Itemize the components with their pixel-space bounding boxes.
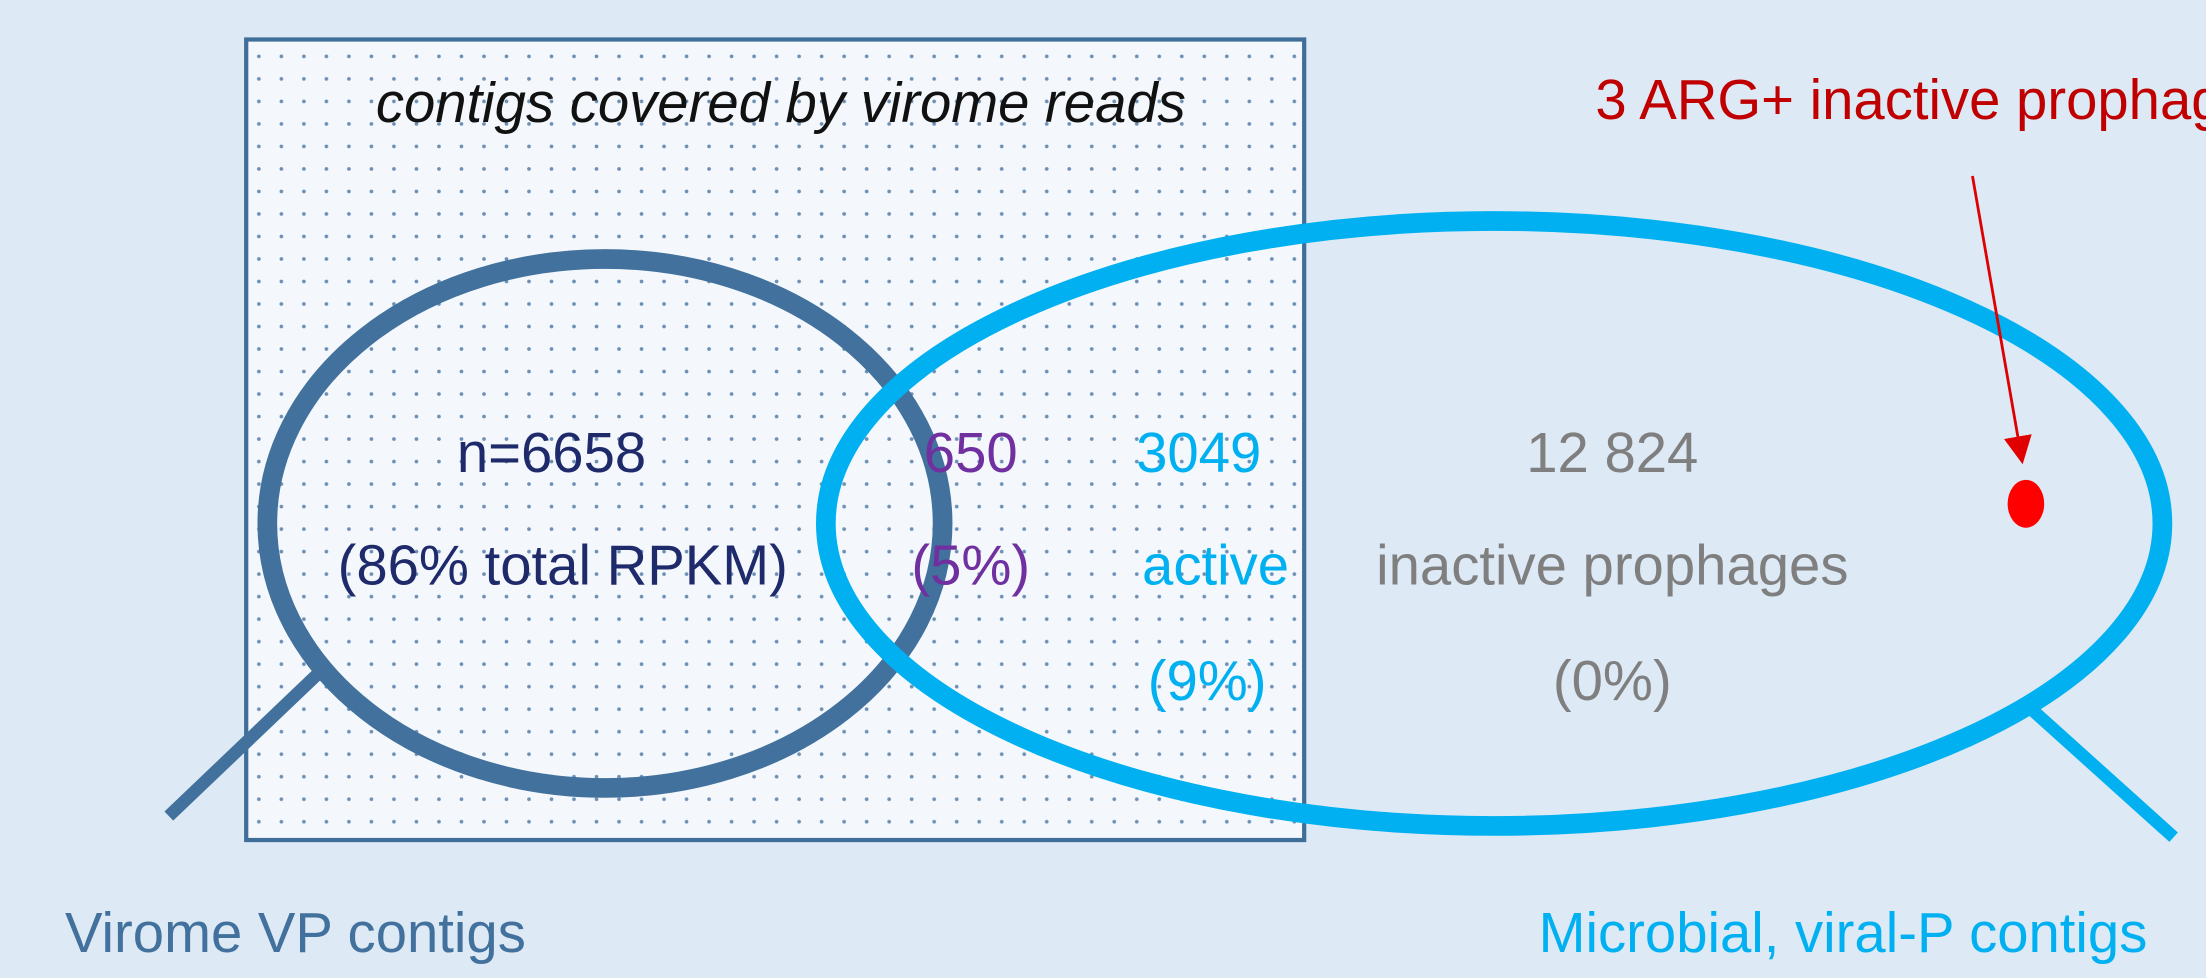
virome-pointer	[164, 663, 328, 821]
arg-dot	[2007, 479, 2045, 528]
region-text: (86% total RPKM)	[338, 534, 788, 597]
region-text: active	[1142, 534, 1289, 597]
annotation-arrow	[1971, 175, 2032, 465]
region-text: (9%)	[1148, 649, 1267, 712]
region-text: (0%)	[1553, 649, 1672, 712]
annotation: 3 ARG+ inactive prophages	[1595, 68, 2206, 131]
region-text: 3049	[1136, 421, 1261, 484]
box-label: contigs covered by virome reads	[376, 71, 1186, 134]
virome-ellipse	[257, 249, 953, 798]
microbial-ellipse	[815, 211, 2173, 836]
region-text: 12 824	[1526, 421, 1698, 484]
microbial-pointer	[2028, 705, 2178, 842]
region-text: (5%)	[911, 534, 1030, 597]
set-label: Virome VP contigs	[65, 901, 526, 964]
region-text: 650	[924, 421, 1018, 484]
coverage-box	[244, 37, 1307, 843]
set-label: Microbial, viral-P contigs	[1539, 901, 2148, 964]
region-text: inactive prophages	[1376, 534, 1848, 597]
region-text: n=6658	[457, 421, 646, 484]
